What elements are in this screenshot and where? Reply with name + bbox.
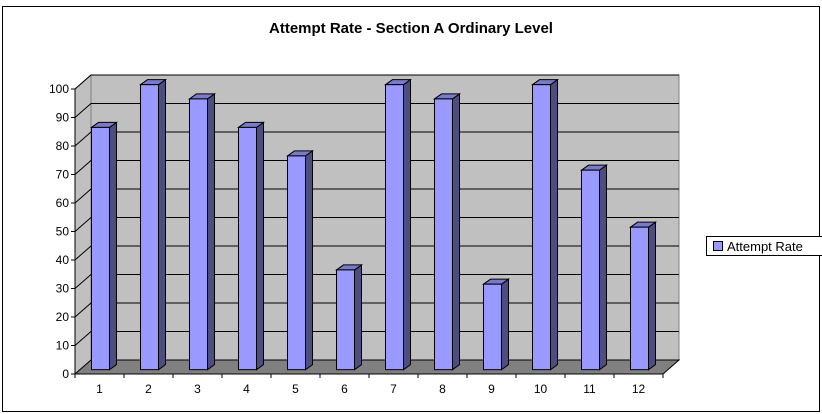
bar [140,84,159,371]
y-tick-label: 50 [56,225,70,239]
bar [91,126,110,371]
bar-side [599,164,607,371]
bar-side [207,92,215,371]
bar [483,283,502,371]
y-tick-label: 40 [56,253,70,267]
x-tick-label: 12 [632,382,646,396]
y-tick-label: 90 [56,111,70,125]
y-tick-label: 30 [56,282,70,296]
bar-side [501,278,509,371]
bar-side [403,78,411,371]
bar [581,169,600,371]
x-tick-label: 5 [292,382,299,396]
y-tick-label: 80 [56,139,70,153]
y-tick-label: 10 [56,339,70,353]
bar-side [550,78,558,371]
bar-side [158,78,166,371]
x-tick-label: 7 [390,382,397,396]
x-tick-label: 2 [145,382,152,396]
x-tick-label: 6 [341,382,348,396]
x-tick-label: 11 [583,382,596,396]
gridline [74,103,679,118]
y-tick-label: 20 [56,310,70,324]
x-tick-label: 9 [488,382,495,396]
bar [287,155,306,371]
bar-side [452,92,460,371]
bar-side [305,149,313,371]
bar-side [648,221,656,371]
bar [336,269,355,371]
bar [434,98,453,371]
bar-side [256,121,264,371]
legend: Attempt Rate [706,236,822,256]
bar-side [109,121,117,371]
gridline [74,74,679,90]
y-tick-label: 70 [56,168,70,182]
bar [238,126,257,371]
x-tick-label: 10 [534,382,548,396]
chart-title: Attempt Rate - Section A Ordinary Level [269,20,553,37]
bar [532,84,551,371]
legend-swatch [713,241,723,251]
x-tick-label: 1 [96,382,103,396]
bar [630,226,649,371]
y-tick-label: 100 [49,82,69,96]
bar-side [354,263,362,371]
x-tick-label: 8 [439,382,446,396]
x-tick-label: 4 [243,382,250,396]
bar [189,98,208,371]
x-tick-label: 3 [194,382,201,396]
y-tick-label: 0 [62,367,69,381]
bar [385,84,404,371]
legend-label: Attempt Rate [727,238,803,254]
y-tick-label: 60 [56,196,70,210]
